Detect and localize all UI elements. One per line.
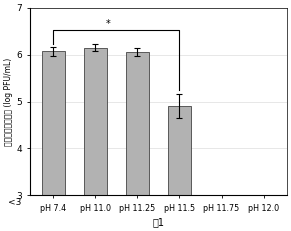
X-axis label: 図1: 図1: [152, 217, 164, 227]
Bar: [216, 197, 227, 198]
Bar: [42, 51, 65, 195]
Bar: [258, 197, 269, 198]
Bar: [126, 52, 149, 195]
Bar: [84, 48, 107, 195]
Text: <3: <3: [8, 198, 22, 207]
Y-axis label: ウイルス感染力価 (log PFU/mL): ウイルス感染力価 (log PFU/mL): [4, 57, 13, 146]
Text: *: *: [106, 19, 110, 29]
Bar: [168, 106, 191, 195]
